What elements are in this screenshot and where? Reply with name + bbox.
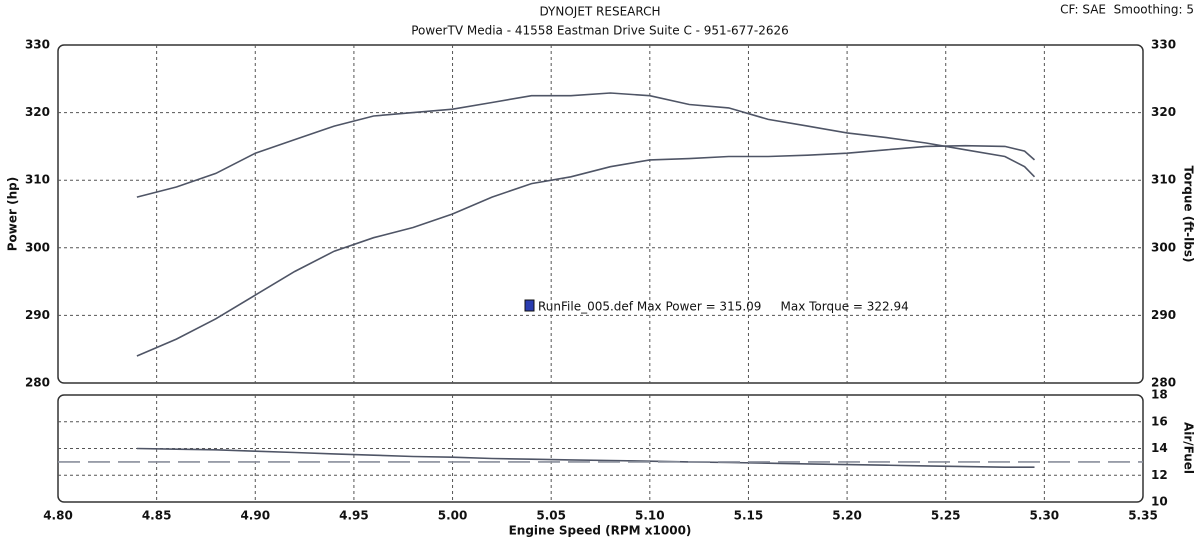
- y2-axis-label: Torque (ft-lbs): [1182, 166, 1196, 263]
- y-tick-label: 280: [25, 376, 50, 390]
- chart-subtitle: PowerTV Media - 41558 Eastman Drive Suit…: [411, 24, 789, 38]
- x-tick-label: 4.90: [240, 509, 270, 523]
- data-line: [136, 447, 1035, 468]
- x-tick-label: 4.95: [339, 509, 369, 523]
- x-axis-label: Engine Speed (RPM x1000): [509, 524, 692, 538]
- y-tick-label: 330: [25, 38, 50, 52]
- y-axis-label: Power (hp): [6, 177, 20, 251]
- x-tick-label: 5.05: [536, 509, 566, 523]
- x-tick-label: 5.35: [1128, 509, 1158, 523]
- x-tick-label: 5.25: [931, 509, 961, 523]
- x-tick-label: 4.85: [142, 509, 172, 523]
- legend-swatch: [524, 299, 535, 312]
- y-tick-label: 300: [25, 240, 50, 254]
- y2-tick-label: 320: [1151, 105, 1176, 119]
- y2-tick-label: 330: [1151, 38, 1176, 52]
- y-tick-label: 18: [1151, 388, 1168, 402]
- x-tick-label: 5.30: [1030, 509, 1060, 523]
- y2-tick-label: 280: [1151, 376, 1176, 390]
- afr-axis-label: Air/Fuel: [1182, 422, 1196, 474]
- y-tick-label: 320: [25, 105, 50, 119]
- y-tick-label: 14: [1151, 441, 1168, 455]
- data-line: [136, 92, 1036, 198]
- settings-note: CF: SAE Smoothing: 5: [1060, 3, 1194, 17]
- annotation: RunFile_005.def Max Power = 315.09 Max T…: [538, 300, 909, 314]
- y-tick-label: 290: [25, 308, 50, 322]
- y2-tick-label: 310: [1151, 173, 1176, 187]
- y-tick-label: 10: [1151, 495, 1168, 509]
- y-tick-label: 12: [1151, 468, 1168, 482]
- x-tick-label: 4.80: [43, 509, 73, 523]
- y2-tick-label: 300: [1151, 240, 1176, 254]
- x-tick-label: 5.20: [832, 509, 862, 523]
- y-tick-label: 16: [1151, 414, 1168, 428]
- data-line: [136, 144, 1036, 357]
- chart-title: DYNOJET RESEARCH: [539, 5, 660, 19]
- y2-tick-label: 290: [1151, 308, 1176, 322]
- x-tick-label: 5.15: [734, 509, 764, 523]
- x-tick-label: 5.00: [438, 509, 468, 523]
- top-panel: [57, 44, 1144, 384]
- y-tick-label: 310: [25, 173, 50, 187]
- x-tick-label: 5.10: [635, 509, 665, 523]
